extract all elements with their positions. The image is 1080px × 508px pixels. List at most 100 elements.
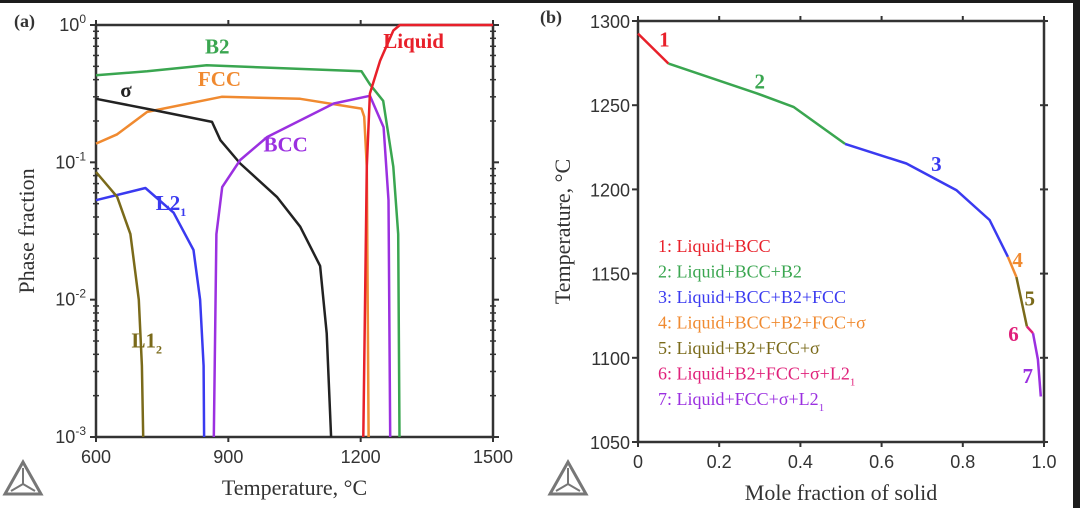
x-tick-label: 0.4 [788,452,813,472]
series-line-7 [1031,332,1043,397]
x-tick-label: 1200 [341,447,381,467]
panel-label: (a) [14,11,35,32]
series-line-FCC [95,95,370,438]
legend-text: 4: Liquid+BCC+B2+FCC+σ [658,313,866,333]
series-label-L1_2: L12 [131,328,162,356]
figure: 600 900 1200 1500 100 10-1 10-2 10-3 Temperature… [0,3,1073,508]
thermocalc-logo-icon [2,458,44,496]
series-label-4: 4 [1012,248,1023,272]
y-tick-base: 10 [55,290,75,310]
series-label-text: L1 [131,328,156,352]
series-label-B2: B2 [205,35,230,59]
x-tick-label: 0.8 [950,452,975,472]
x-tick-label: 1.0 [1031,452,1056,472]
series-label-Liquid: Liquid [383,29,444,53]
series-label-text: B2 [205,35,230,59]
series-label-sub: 1 [180,205,186,219]
series-label-text: 4 [1012,248,1023,272]
series-label-text: Liquid [383,29,444,53]
x-tick-label: 0.6 [869,452,894,472]
series-line-1 [637,32,670,65]
y-tick-label: 10-1 [55,149,86,172]
series-label-text: L2 [156,191,181,215]
legend-entry-1: 1: Liquid+BCC [658,236,771,256]
panel-label: (b) [540,7,562,28]
y-tick-exp: -2 [75,287,86,301]
series-label-text: FCC [198,67,241,91]
series-label-6: 6 [1008,322,1019,346]
y-tick-label: 10-2 [55,287,86,310]
x-tick-label: 900 [213,447,243,467]
series-label-BCC: BCC [264,132,308,156]
legend-text: 3: Liquid+BCC+B2+FCC [658,287,846,307]
series-line-6 [1025,325,1034,335]
y-tick-label: 1250 [590,96,630,116]
legend-sub: 1 [819,402,825,414]
x-tick-label: 1500 [473,447,513,467]
y-tick-label: 1300 [590,12,630,32]
series-label-L2_1: L21 [156,191,187,219]
legend-entry-4: 4: Liquid+BCC+B2+FCC+σ [658,313,866,333]
legend-entry-6: 6: Liquid+B2+FCC+σ+L21 [658,364,855,389]
series-label-FCC: FCC [198,67,241,91]
legend-entry-2: 2: Liquid+BCC+B2 [658,262,802,282]
y-tick-label: 1100 [591,349,630,369]
x-axis-title: Temperature, °C [222,475,367,500]
y-tick-label: 1200 [590,180,630,200]
series-label-1: 1 [659,27,670,51]
series-line-3 [844,142,1010,258]
series-label-sub: 2 [156,342,162,356]
panel-a: 600 900 1200 150010010-110-210-3Temperature… [2,11,513,500]
y-axis-title: Temperature, °C [550,159,575,304]
series-label-text: BCC [264,132,308,156]
y-tick-label: 10-3 [55,424,86,447]
legend-text: 7: Liquid+FCC+σ+L2 [658,389,819,409]
y-tick-base: 10 [55,427,75,447]
series-label-sigma: σ [120,78,132,102]
series-label-5: 5 [1025,287,1036,311]
y-tick-label: 100 [59,12,86,35]
y-tick-label: 1050 [590,433,630,453]
legend-text: 2: Liquid+BCC+B2 [658,262,802,282]
series-label-text: 5 [1025,287,1036,311]
series-line-4 [1006,256,1018,278]
x-tick-label: 600 [81,447,111,467]
series-line-5 [1015,276,1029,327]
y-tick-base: 10 [55,152,75,172]
legend-sub: 1 [850,377,856,389]
series-label-text: σ [120,78,132,102]
panel-b: 0 0.2 0.4 0.6 0.8 1.0 1050 1100 1150 1200 1250 1300… [540,7,1057,505]
series-label-2: 2 [755,69,766,93]
series-label-text: 2 [755,69,766,93]
y-tick-label: 1150 [591,265,630,285]
x-tick-label: 0.2 [707,452,732,472]
series-line-L2_1 [95,186,206,438]
series-line-BCC [212,94,392,438]
legend-entry-3: 3: Liquid+BCC+B2+FCC [658,287,846,307]
series-line-2 [668,62,846,145]
series-label-text: 1 [659,27,670,51]
series-label-7: 7 [1023,364,1034,388]
series-label-text: 6 [1008,322,1019,346]
y-tick-base: 10 [59,15,79,35]
plot-frame [94,23,495,439]
series-label-text: 3 [931,152,942,176]
plot-frame [636,19,1046,444]
series-label-text: 7 [1023,364,1034,388]
series-line-Liquid [362,23,493,438]
series-label-3: 3 [931,152,942,176]
series-line-B2 [95,63,401,438]
y-tick-exp: -3 [75,424,86,438]
x-axis-title: Mole fraction of solid [745,480,937,505]
series-line-sigma [95,97,333,438]
legend-text: 5: Liquid+B2+FCC+σ [658,338,820,358]
y-tick-exp: -1 [75,149,86,163]
legend-text: 6: Liquid+B2+FCC+σ+L2 [658,364,850,384]
legend-text: 1: Liquid+BCC [658,236,771,256]
y-tick-exp: 0 [79,12,86,26]
legend-entry-5: 5: Liquid+B2+FCC+σ [658,338,820,358]
x-tick-label: 0 [633,452,643,472]
series-line-L1_2 [95,171,145,438]
thermocalc-logo-icon [547,458,589,496]
